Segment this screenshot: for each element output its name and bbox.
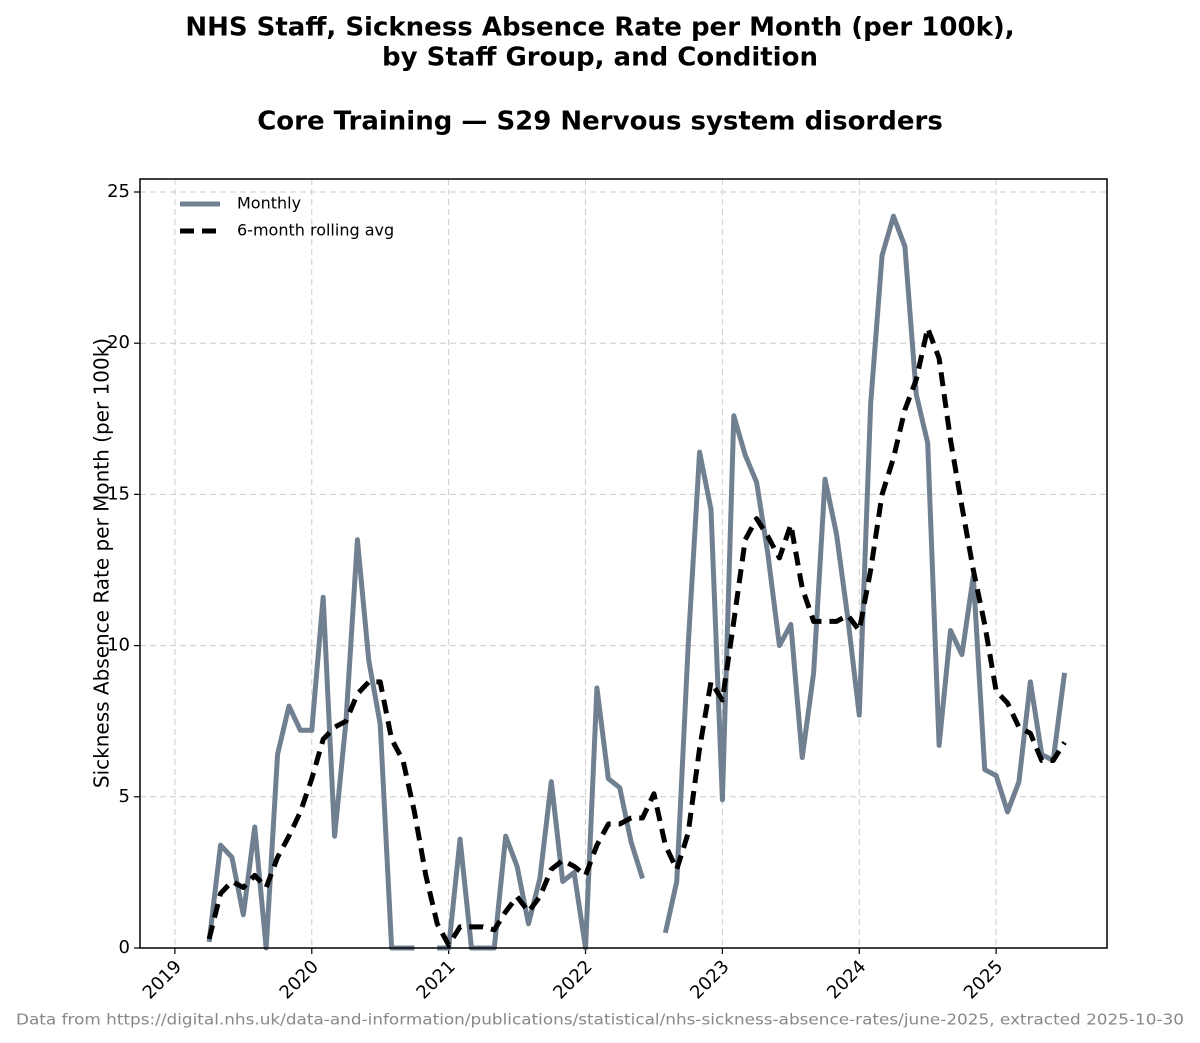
y-tick-label: 15 (107, 483, 130, 504)
x-tick-label: 2022 (549, 956, 596, 1003)
x-tick-label: 2019 (139, 956, 186, 1003)
x-tick-label: 2020 (276, 956, 323, 1003)
chart-title: by Staff Group, and Condition (382, 43, 818, 73)
y-tick-label: 20 (107, 332, 130, 353)
legend-label: 6-month rolling avg (237, 221, 394, 240)
y-tick-label: 0 (119, 937, 130, 958)
chart-subtitle: Core Training — S29 Nervous system disor… (257, 107, 943, 137)
footnote: Data from https://digital.nhs.uk/data-an… (16, 1011, 1184, 1029)
x-tick-label: 2025 (960, 956, 1007, 1003)
series-line (206, 325, 1067, 948)
x-tick-label: 2024 (823, 956, 870, 1003)
y-tick-label: 5 (119, 786, 130, 807)
legend-label: Monthly (237, 194, 301, 213)
y-tick-label: 25 (107, 181, 130, 202)
chart-title: NHS Staff, Sickness Absence Rate per Mon… (185, 13, 1014, 43)
y-tick-label: 10 (107, 635, 130, 656)
plot-frame (139, 178, 1108, 949)
x-tick-label: 2021 (412, 956, 459, 1003)
series-line (206, 213, 1068, 951)
y-axis-label: Sickness Absence Rate per Month (per 100… (90, 338, 114, 788)
x-tick-label: 2023 (686, 956, 733, 1003)
